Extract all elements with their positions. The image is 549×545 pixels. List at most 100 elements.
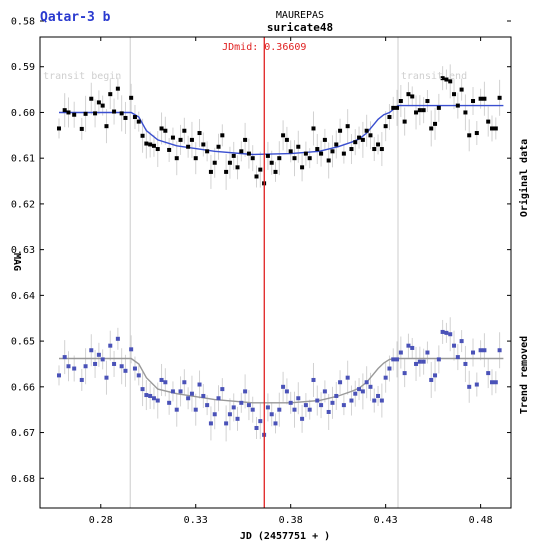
original-data-point [436,105,441,110]
original-data-point [96,100,101,105]
trend-removed-data-point [303,403,308,408]
original-data-point [349,147,354,152]
original-data-point [402,119,407,124]
original-data-point [360,137,365,142]
original-data-point [170,135,175,140]
trend-removed-data-point [66,364,71,369]
original-data-point [444,77,449,82]
jdmid-label: JDmid: 0.36609 [222,42,306,53]
original-data-point [455,103,460,108]
original-data-point [326,158,331,163]
original-data-point [208,169,213,174]
x-tick-label: 0.48 [469,515,493,526]
trend-removed-data-point [334,393,339,398]
trend-removed-data-point [216,396,221,401]
trend-removed-data-point [421,359,426,364]
trend-removed-data-point [398,350,403,355]
y-tick-label: 0.62 [11,199,35,210]
trend-removed-data-point [79,377,84,382]
original-data-point [193,156,198,161]
trend-removed-data-point [72,366,77,371]
trend-removed-data-point [296,396,301,401]
original-data-point [372,147,377,152]
model-detrended-curve [59,357,504,404]
trend-removed-data-point [269,412,274,417]
original-data-point [273,169,278,174]
original-data-point [410,94,415,99]
original-data-point [338,128,343,133]
trend-removed-data-point [174,407,179,412]
original-data-point [132,115,137,120]
trend-removed-data-point [433,373,438,378]
trend-removed-data-point [115,336,120,341]
trend-removed-data-point [338,380,343,385]
original-data-point [155,147,160,152]
trend-removed-data-point [224,421,229,426]
trend-removed-data-point [376,393,381,398]
trend-removed-data-point [353,391,358,396]
trend-removed-data-point [364,380,369,385]
trend-removed-data-point [144,393,149,398]
trend-removed-data-point [391,357,396,362]
original-data-point [182,128,187,133]
original-data-point [322,137,327,142]
original-data-point [467,133,472,138]
original-data-point [136,119,141,124]
original-data-point [319,151,324,156]
original-data-point [93,111,98,116]
original-data-point [334,142,339,147]
trend-removed-data-point [167,400,172,405]
trend-removed-data-point [277,407,282,412]
y-tick-label: 0.61 [11,154,35,165]
trend-removed-data-point [490,380,495,385]
trend-removed-data-point [201,393,206,398]
trend-removed-data-point [497,348,502,353]
trend-removed-data-point [129,347,134,352]
trend-removed-data-point [239,400,244,405]
trend-removed-data-point [83,364,88,369]
original-data-point [452,92,457,97]
original-data-point [167,147,172,152]
original-data-point [296,144,301,149]
x-tick-label: 0.28 [89,515,113,526]
original-data-point [178,137,183,142]
original-data-point [300,165,305,170]
trend-removed-data-point [205,403,210,408]
trend-removed-data-point [474,382,479,387]
original-data-point [490,126,495,131]
trend-removed-data-point [155,398,160,403]
original-data-point [144,141,149,146]
chart-title: Qatar-3 b [40,10,111,25]
trend-removed-data-point [440,329,445,334]
trend-removed-data-point [163,380,168,385]
original-data-point [284,137,289,142]
original-data-side-label: Original data [518,139,530,217]
original-data-point [357,135,362,140]
original-data-point [288,149,293,154]
trend-removed-data-point [104,375,109,380]
trend-removed-data-point [383,375,388,380]
original-data-point [254,174,259,179]
original-data-point [123,115,128,120]
original-data-point [387,115,392,120]
trend-removed-data-point [136,373,141,378]
axis-ticks: 0.58 0.59 0.60 0.61 0.62 0.63 0.64 0.65 0.66 0.67… [11,16,511,526]
original-data-point [186,144,191,149]
trend-removed-data-point [345,375,350,380]
trend-removed-data-point [96,352,101,357]
trend-removed-data-point [112,361,117,366]
trend-removed-data-point [315,398,320,403]
original-data-point [246,151,251,156]
original-data-point [66,110,71,115]
y-tick-label: 0.64 [11,291,35,302]
trend-removed-data-point [193,407,198,412]
original-data-point [112,109,117,114]
trend-removed-data-point [231,405,236,410]
original-data-point [353,140,358,145]
y-axis-label: MAG [11,253,22,271]
trend-removed-data-point [357,387,362,392]
trend-removed-data-point [273,421,278,426]
trend-removed-data-point [417,359,422,364]
original-data-point [417,108,422,113]
